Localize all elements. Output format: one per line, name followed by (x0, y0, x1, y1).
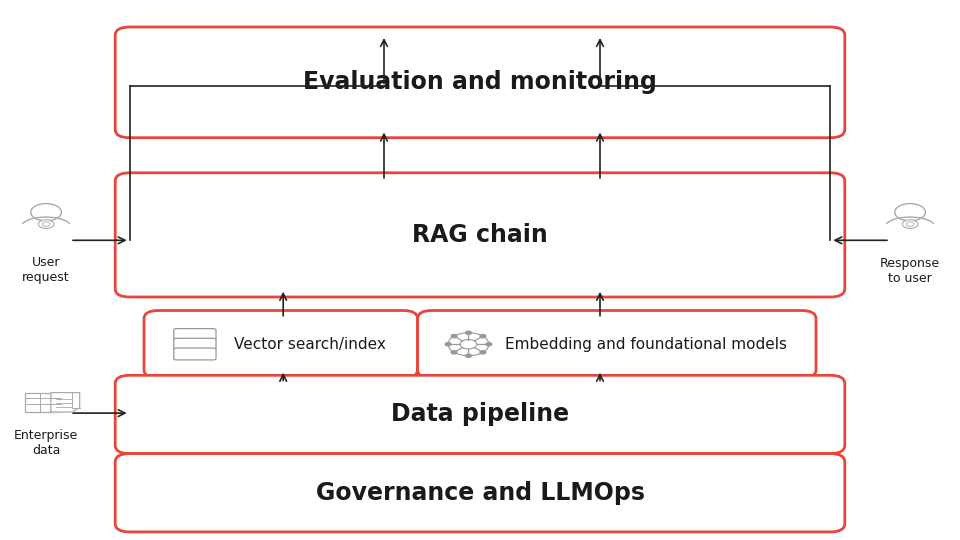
FancyBboxPatch shape (174, 338, 216, 350)
Circle shape (445, 342, 451, 346)
Circle shape (448, 333, 489, 356)
Circle shape (31, 204, 61, 221)
Circle shape (42, 222, 50, 226)
Circle shape (451, 334, 457, 338)
Polygon shape (51, 393, 80, 412)
Text: RAG chain: RAG chain (412, 223, 548, 247)
FancyBboxPatch shape (25, 393, 61, 412)
FancyBboxPatch shape (144, 310, 418, 378)
Text: Response
to user: Response to user (880, 256, 940, 285)
Circle shape (895, 204, 925, 221)
Text: Vector search/index: Vector search/index (233, 337, 386, 352)
Circle shape (466, 331, 471, 334)
Circle shape (486, 342, 492, 346)
FancyBboxPatch shape (115, 375, 845, 454)
Text: Evaluation and monitoring: Evaluation and monitoring (303, 70, 657, 94)
FancyBboxPatch shape (174, 348, 216, 360)
Circle shape (460, 340, 477, 349)
FancyBboxPatch shape (174, 328, 216, 341)
FancyBboxPatch shape (115, 454, 845, 532)
Text: User
request: User request (22, 256, 70, 285)
FancyBboxPatch shape (418, 310, 816, 378)
Circle shape (451, 351, 457, 354)
Circle shape (480, 334, 486, 338)
Text: Embedding and foundational models: Embedding and foundational models (505, 337, 786, 352)
Circle shape (466, 354, 471, 357)
Circle shape (902, 220, 918, 228)
Text: Governance and LLMOps: Governance and LLMOps (316, 481, 644, 505)
Text: Data pipeline: Data pipeline (391, 402, 569, 427)
FancyBboxPatch shape (115, 173, 845, 297)
Circle shape (906, 222, 914, 226)
Text: Enterprise
data: Enterprise data (14, 429, 78, 457)
Circle shape (38, 220, 54, 228)
Circle shape (480, 351, 486, 354)
FancyBboxPatch shape (115, 27, 845, 138)
